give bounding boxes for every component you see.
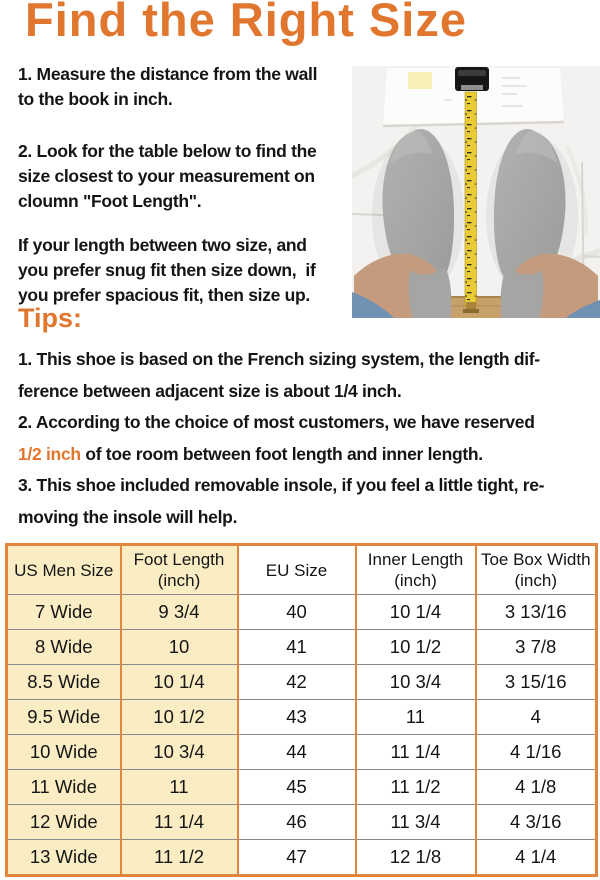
table-row: 8 Wide 10 41 10 1/2 3 7/8 bbox=[5, 629, 598, 665]
left-foot bbox=[382, 128, 455, 290]
size-cell: 11 bbox=[119, 769, 239, 805]
table-row: 12 Wide 11 1/4 46 11 3/4 4 3/16 bbox=[5, 804, 598, 840]
size-cell: 10 Wide bbox=[5, 734, 122, 770]
size-cell: 12 1/8 bbox=[354, 839, 477, 876]
size-table-header-row: US Men Size Foot Length (inch) EU Size I… bbox=[5, 544, 598, 595]
jeans bbox=[352, 292, 600, 318]
instruction-step-1: 1. Measure the distance from the wall to… bbox=[18, 64, 318, 109]
size-cell: 12 Wide bbox=[5, 804, 122, 840]
size-cell: 10 1/4 bbox=[354, 594, 477, 630]
size-cell: 41 bbox=[236, 629, 357, 665]
size-cell: 8.5 Wide bbox=[5, 664, 122, 700]
size-cell: 8 Wide bbox=[5, 629, 122, 665]
size-cell: 10 3/4 bbox=[354, 664, 477, 700]
size-cell: 42 bbox=[236, 664, 357, 700]
legs bbox=[354, 253, 598, 318]
size-cell: 47 bbox=[236, 839, 357, 876]
size-cell: 3 13/16 bbox=[474, 594, 598, 630]
size-cell: 11 1/2 bbox=[354, 769, 477, 805]
size-cell: 11 Wide bbox=[5, 769, 122, 805]
size-cell: 7 Wide bbox=[5, 594, 122, 630]
instruction-step-2: 2. Look for the table below to find the … bbox=[18, 141, 317, 211]
size-cell: 9.5 Wide bbox=[5, 699, 122, 735]
col-header-us-men-size: US Men Size bbox=[5, 544, 122, 595]
tips-heading: Tips: bbox=[18, 303, 83, 333]
size-cell: 4 1/16 bbox=[474, 734, 598, 770]
tips-list: 1. This shoe is based on the French sizi… bbox=[18, 344, 598, 534]
tip-2-text: 2. According to the choice of most custo… bbox=[18, 412, 535, 433]
size-cell: 4 3/16 bbox=[474, 804, 598, 840]
size-cell: 11 1/2 bbox=[119, 839, 239, 876]
size-cell: 3 15/16 bbox=[474, 664, 598, 700]
size-table: US Men Size Foot Length (inch) EU Size I… bbox=[5, 543, 598, 877]
page-title: Find the Right Size bbox=[25, 0, 467, 46]
tip-3: 3. This shoe included removable insole, … bbox=[18, 475, 545, 527]
table-row: 13 Wide 11 1/2 47 12 1/8 4 1/4 bbox=[5, 839, 598, 876]
col-header-foot-length: Foot Length (inch) bbox=[119, 544, 239, 595]
col-header-inner-length: Inner Length (inch) bbox=[354, 544, 477, 595]
size-cell: 10 bbox=[119, 629, 239, 665]
size-cell: 43 bbox=[236, 699, 357, 735]
size-cell: 4 bbox=[474, 699, 598, 735]
tip-1: 1. This shoe is based on the French sizi… bbox=[18, 349, 540, 401]
table-row: 9.5 Wide 10 1/2 43 11 4 bbox=[5, 699, 598, 735]
right-foot bbox=[493, 128, 566, 290]
size-cell: 45 bbox=[236, 769, 357, 805]
size-cell: 11 3/4 bbox=[354, 804, 477, 840]
col-header-eu-size: EU Size bbox=[236, 544, 357, 595]
table-row: 11 Wide 11 45 11 1/2 4 1/8 bbox=[5, 769, 598, 805]
table-row: 10 Wide 10 3/4 44 11 1/4 4 1/16 bbox=[5, 734, 598, 770]
size-cell: 4 1/8 bbox=[474, 769, 598, 805]
size-cell: 11 1/4 bbox=[119, 804, 239, 840]
instruction-fit-note: If your length between two size, and you… bbox=[18, 235, 316, 305]
size-cell: 44 bbox=[236, 734, 357, 770]
size-cell: 10 1/2 bbox=[119, 699, 239, 735]
size-cell: 10 1/2 bbox=[354, 629, 477, 665]
table-row: 8.5 Wide 10 1/4 42 10 3/4 3 15/16 bbox=[5, 664, 598, 700]
tip-2-text-cont: of toe room between foot length and inne… bbox=[85, 443, 483, 464]
table-row: 7 Wide 9 3/4 40 10 1/4 3 13/16 bbox=[5, 594, 598, 630]
col-header-toe-box-width: Toe Box Width (inch) bbox=[474, 544, 598, 595]
tip-2-highlight: 1/2 inch bbox=[18, 443, 81, 464]
size-cell: 9 3/4 bbox=[119, 594, 239, 630]
size-cell: 40 bbox=[236, 594, 357, 630]
size-cell: 4 1/4 bbox=[474, 839, 598, 876]
foot-measurement-illustration bbox=[350, 66, 600, 319]
foot-measurement-photo bbox=[350, 66, 600, 319]
tip-2: 2. According to the choice of most custo… bbox=[18, 412, 535, 464]
size-cell: 11 1/4 bbox=[354, 734, 477, 770]
tape-measure bbox=[455, 67, 489, 313]
size-cell: 13 Wide bbox=[5, 839, 122, 876]
size-cell: 10 3/4 bbox=[119, 734, 239, 770]
size-cell: 11 bbox=[354, 699, 477, 735]
size-cell: 46 bbox=[236, 804, 357, 840]
size-cell: 10 1/4 bbox=[119, 664, 239, 700]
size-cell: 3 7/8 bbox=[474, 629, 598, 665]
